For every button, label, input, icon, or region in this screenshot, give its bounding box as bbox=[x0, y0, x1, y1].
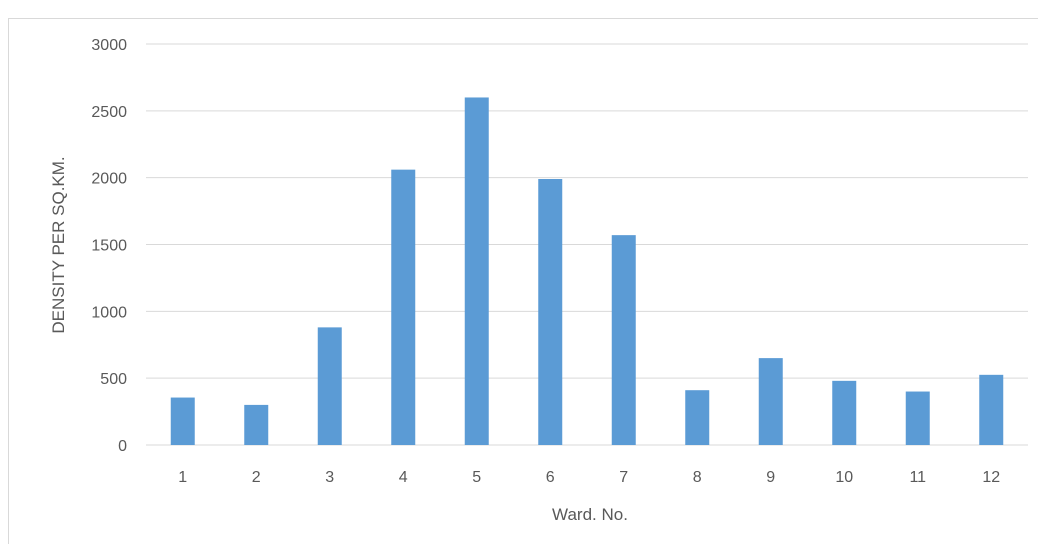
x-tick-label: 11 bbox=[909, 469, 926, 486]
x-tick-label: 7 bbox=[619, 469, 628, 486]
y-tick-label: 500 bbox=[100, 371, 127, 388]
bar-ward-2 bbox=[244, 404, 269, 445]
x-tick-labels: 1 2 3 4 5 6 7 8 9 10 11 12 bbox=[178, 469, 1000, 486]
y-tick-label: 2000 bbox=[91, 171, 127, 188]
x-tick-label: 8 bbox=[693, 469, 702, 486]
x-tick-label: 12 bbox=[982, 469, 1000, 486]
x-tick-label: 6 bbox=[546, 469, 555, 486]
chart-frame bbox=[8, 18, 1038, 544]
bar-ward-6 bbox=[538, 179, 563, 445]
bar-ward-10 bbox=[832, 380, 857, 445]
x-tick-label: 9 bbox=[766, 469, 775, 486]
y-tick-labels: 0 500 1000 1500 2000 2500 3000 bbox=[91, 37, 127, 455]
y-tick-label: 3000 bbox=[91, 37, 127, 54]
x-tick-label: 4 bbox=[399, 469, 408, 486]
x-tick-label: 10 bbox=[835, 469, 853, 486]
y-axis-title: DENSITY PER SQ.KM. bbox=[49, 156, 68, 333]
y-tick-label: 0 bbox=[118, 438, 127, 455]
bar-ward-5 bbox=[464, 97, 489, 445]
bar-ward-1 bbox=[170, 397, 195, 445]
y-tick-label: 1500 bbox=[91, 238, 127, 255]
bar-ward-12 bbox=[979, 374, 1004, 445]
bar-ward-8 bbox=[685, 390, 710, 445]
bar-ward-9 bbox=[758, 358, 783, 445]
bar-ward-3 bbox=[317, 327, 342, 445]
bar-ward-7 bbox=[611, 235, 636, 445]
x-axis-title: Ward. No. bbox=[552, 505, 628, 524]
y-tick-label: 1000 bbox=[91, 304, 127, 321]
x-tick-label: 3 bbox=[325, 469, 334, 486]
bar-ward-11 bbox=[905, 391, 930, 445]
y-tick-label: 2500 bbox=[91, 104, 127, 121]
bars bbox=[170, 97, 1004, 445]
gridlines bbox=[146, 43, 1028, 446]
x-tick-label: 2 bbox=[252, 469, 261, 486]
x-tick-label: 1 bbox=[178, 469, 187, 486]
x-tick-label: 5 bbox=[472, 469, 481, 486]
bar-ward-4 bbox=[391, 169, 416, 445]
